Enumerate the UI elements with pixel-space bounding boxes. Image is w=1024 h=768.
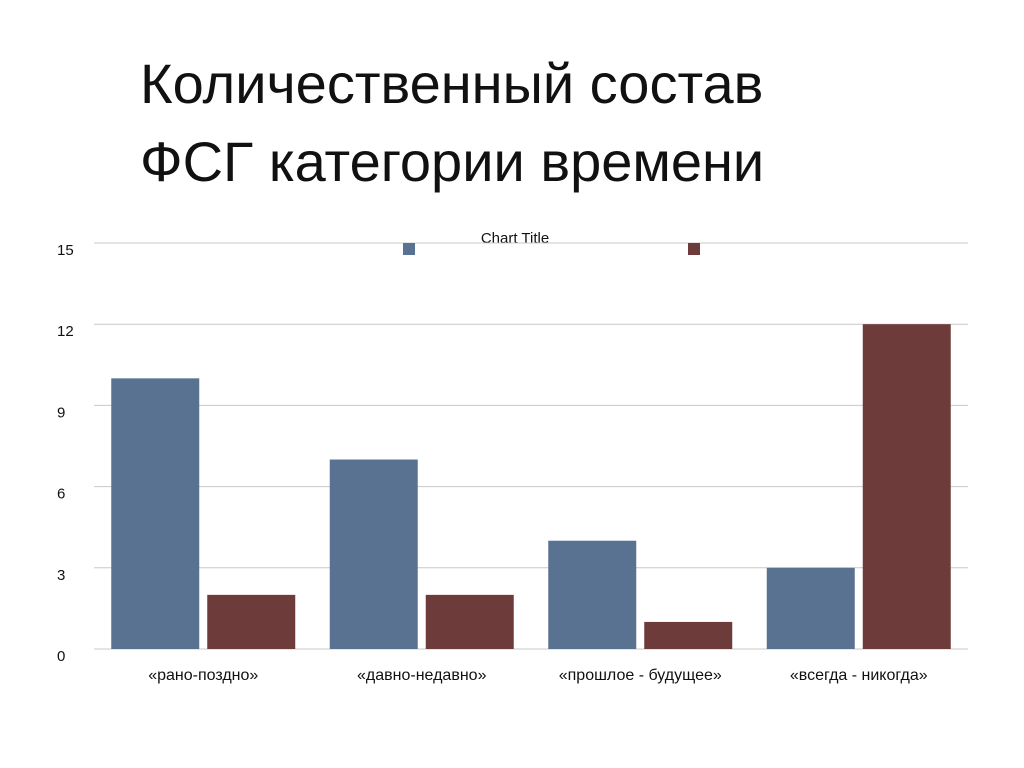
legend-swatch [688,243,700,255]
y-tick-label: 0 [57,648,65,665]
chart-title: Chart Title [481,230,549,247]
y-tick-label: 9 [57,404,65,421]
bar [766,567,855,649]
x-tick-label: «давно-недавно» [357,667,487,684]
y-tick-label: 15 [57,242,74,259]
bar [425,594,514,649]
y-tick-label: 6 [57,486,65,503]
bar [207,594,296,649]
slide-title-line: ФСГ категории времени [140,130,764,193]
bar [329,459,418,649]
bar [111,378,200,649]
x-tick-label: «прошлое - будущее» [559,667,722,684]
x-tick-label: «рано-поздно» [148,667,258,684]
y-tick-label: 3 [57,567,65,584]
x-tick-label: «всегда - никогда» [790,667,928,684]
slide-title-line: Количественный состав [140,52,763,115]
y-tick-label: 12 [57,323,74,340]
legend-swatch [403,243,415,255]
bar [862,324,951,649]
bar [644,621,733,649]
bar [548,540,637,649]
